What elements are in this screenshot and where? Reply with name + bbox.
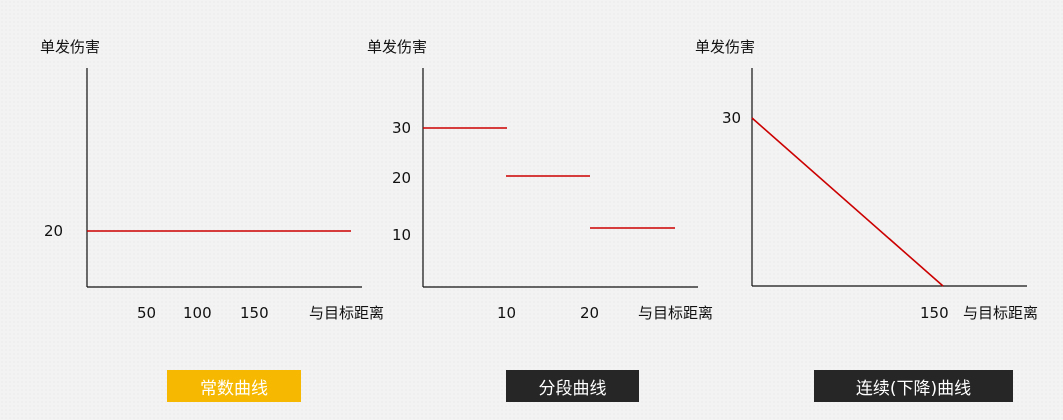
chart3-xlabel: 与目标距离: [963, 304, 1038, 322]
chart2-ytick-30: 30: [392, 119, 411, 137]
chart2-ylabel: 单发伤害: [367, 38, 427, 56]
chart1-ytick-20: 20: [44, 222, 63, 240]
chart2-ytick-20: 20: [392, 169, 411, 187]
continuous-curve-label[interactable]: 连续(下降)曲线: [814, 370, 1013, 402]
chart1-xtick-50: 50: [137, 304, 156, 322]
chart2-xtick-10: 10: [497, 304, 516, 322]
constant-curve-label[interactable]: 常数曲线: [167, 370, 301, 402]
chart3-ylabel: 单发伤害: [695, 38, 755, 56]
chart1-xtick-100: 100: [183, 304, 212, 322]
chart1-ylabel: 单发伤害: [40, 38, 100, 56]
continuous-curve-chart: 单发伤害 30 150 与目标距离: [695, 38, 1038, 322]
piecewise-curve-label[interactable]: 分段曲线: [506, 370, 639, 402]
chart2-xtick-20: 20: [580, 304, 599, 322]
chart2-xlabel: 与目标距离: [638, 304, 713, 322]
piecewise-curve-chart: 单发伤害 30 20 10 10 20 与目标距离: [367, 38, 713, 322]
chart1-xlabel: 与目标距离: [309, 304, 384, 322]
chart1-xtick-150: 150: [240, 304, 269, 322]
chart3-xtick-150: 150: [920, 304, 949, 322]
chart2-ytick-10: 10: [392, 226, 411, 244]
chart3-ytick-30: 30: [722, 109, 741, 127]
chart3-decreasing-line: [752, 118, 943, 286]
constant-curve-chart: 单发伤害 20 50 100 150 与目标距离: [40, 38, 384, 322]
